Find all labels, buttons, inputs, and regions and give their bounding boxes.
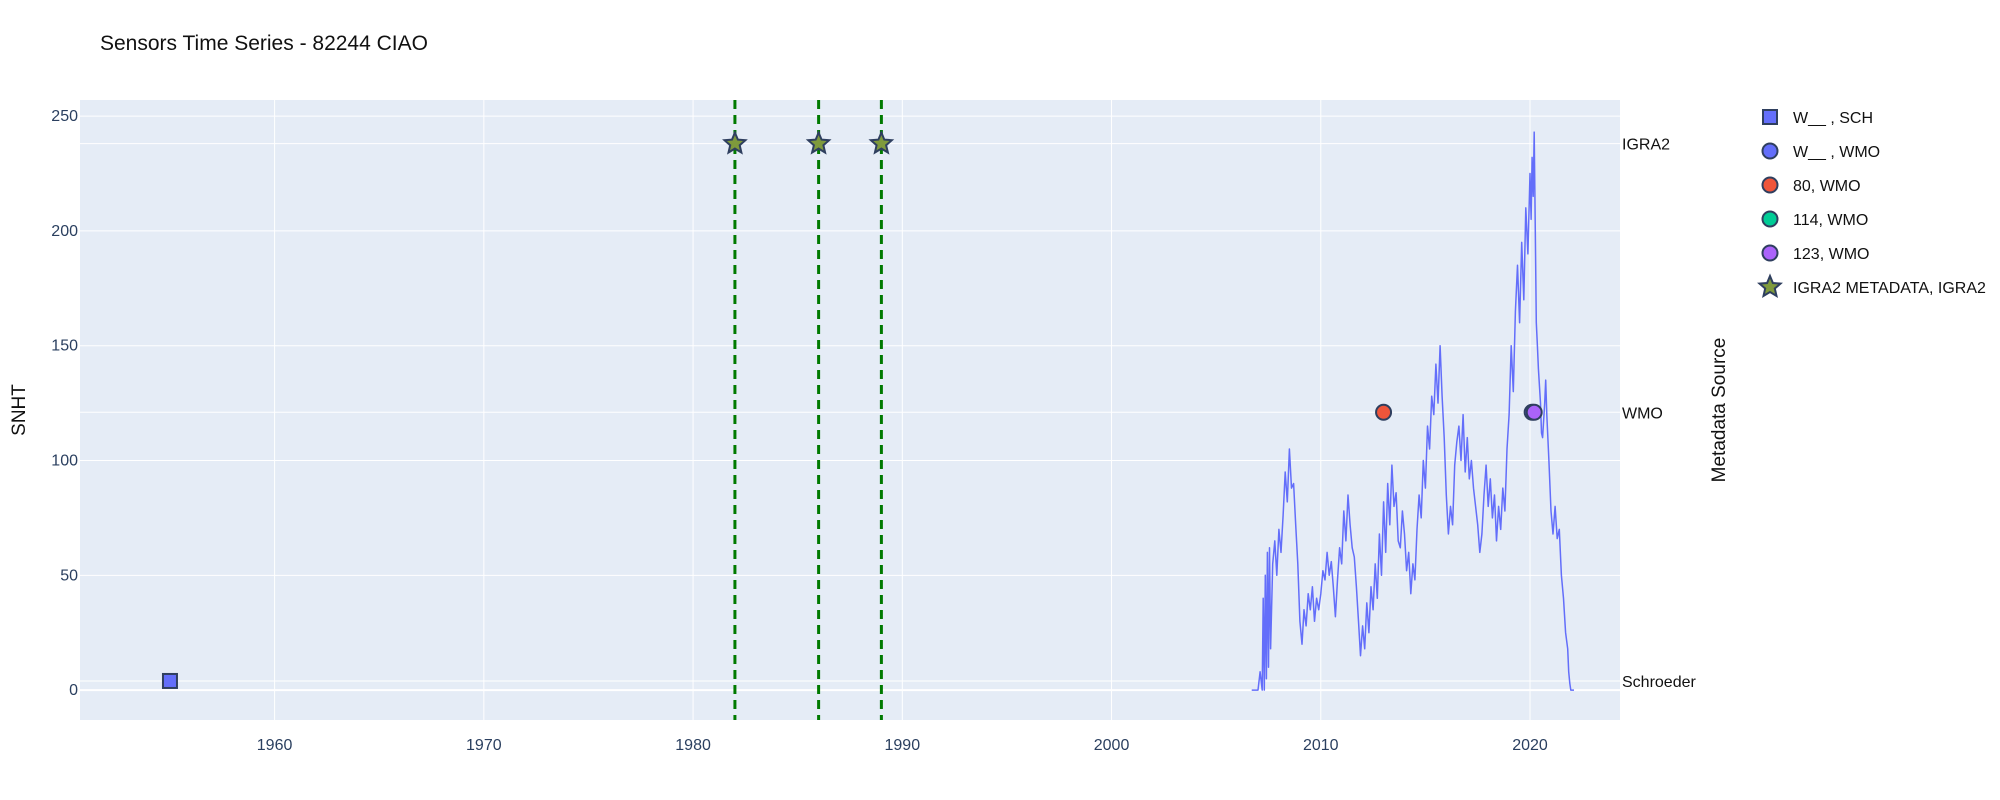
- legend-label: 114, WMO: [1793, 212, 1868, 229]
- marker-star: [868, 130, 895, 155]
- legend-label: W__ , SCH: [1793, 110, 1873, 127]
- legend-label: 80, WMO: [1793, 178, 1861, 195]
- y-tick-label: 100: [51, 453, 78, 470]
- markers-group: [161, 130, 1543, 689]
- legend-symbol-square: [1762, 109, 1778, 125]
- y-tick-label: 50: [60, 567, 78, 584]
- plot-area: [80, 100, 1620, 720]
- y2-axis-title: Metadata Source: [1709, 338, 1730, 483]
- legend-symbol-circle: [1761, 210, 1779, 228]
- grid-lines: [80, 100, 1620, 720]
- legend-item[interactable]: 114, WMO: [1761, 210, 1869, 230]
- legend-symbol-circle: [1761, 176, 1779, 194]
- x-tick-label: 1970: [466, 737, 502, 754]
- y-axis-title: SNHT: [9, 384, 30, 436]
- chart-title: Sensors Time Series - 82244 CIAO: [100, 32, 428, 55]
- y-tick-label: 250: [51, 108, 78, 125]
- legend-item[interactable]: IGRA2 METADATA, IGRA2: [1757, 273, 1987, 298]
- x-tick-label: 1990: [885, 737, 921, 754]
- x-tick-label: 1980: [675, 737, 711, 754]
- y2-category-label: IGRA2: [1622, 137, 1670, 154]
- x-tick-label: 2010: [1303, 737, 1339, 754]
- marker-star: [722, 130, 748, 155]
- y2-category-label: Schroeder: [1622, 674, 1696, 691]
- legend-label: IGRA2 METADATA, IGRA2: [1793, 280, 1986, 297]
- event-lines-group: [733, 100, 883, 720]
- legend-label: W__ , WMO: [1793, 144, 1880, 161]
- x-tick-label: 2000: [1094, 737, 1130, 754]
- legend-symbol-circle: [1761, 244, 1779, 262]
- metadata-source-labels: IGRA2 WMO Schroeder: [1622, 137, 1696, 691]
- snht-series-line: [1251, 131, 1574, 691]
- marker-square: [161, 672, 178, 689]
- marker-star: [805, 130, 832, 155]
- x-tick-label: 2020: [1512, 737, 1548, 754]
- legend-label: 123, WMO: [1793, 246, 1869, 263]
- legend-item[interactable]: 123, WMO: [1761, 244, 1870, 264]
- legend-item[interactable]: W__ , SCH: [1762, 109, 1873, 127]
- y-tick-label: 150: [51, 338, 78, 355]
- y2-category-label: WMO: [1622, 405, 1663, 422]
- x-tick-label: 1960: [257, 737, 293, 754]
- legend[interactable]: W__ , SCH W__ , WMO 80, WMO 114, WMO 123, WM…: [1757, 109, 1987, 298]
- marker-circle: [1525, 403, 1543, 421]
- legend-item[interactable]: W__ , WMO: [1761, 142, 1881, 162]
- legend-item[interactable]: 80, WMO: [1761, 176, 1861, 196]
- legend-symbol-circle: [1761, 142, 1779, 160]
- y-tick-label: 200: [51, 223, 78, 240]
- legend-symbol-star: [1757, 273, 1783, 298]
- snht-series-group: [1251, 131, 1574, 691]
- tick-labels: 1960 1970 1980 1990 2000 2010 2020 0 50 100 150 200…: [51, 108, 1548, 754]
- marker-circle: [1375, 403, 1393, 421]
- y-tick-label: 0: [69, 682, 78, 699]
